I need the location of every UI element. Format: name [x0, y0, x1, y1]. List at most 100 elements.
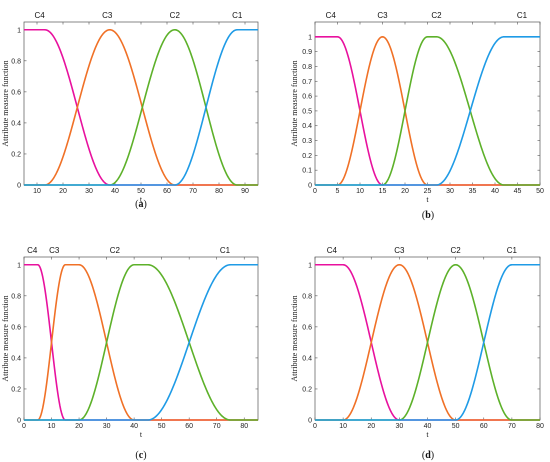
- chart-panel-4: 0 10 20 30 40 50 60 70 80 0 0.2 0.4 0.6 0.8 1 t Attribut…: [290, 246, 544, 461]
- y-tick-label: 0.2: [11, 386, 21, 393]
- panel-caption: (d): [422, 450, 434, 461]
- y-tick-label: 0: [17, 418, 21, 425]
- y-tick-label: 0.2: [302, 386, 312, 393]
- x-tick-label: 50: [158, 423, 166, 430]
- chart-panel-2: 0 5 10 15 20 25 30 35 40 45 50 0 0.1 0.2 0.3 0.4 0.5 0.6 0…: [290, 11, 544, 221]
- x-tick-label: 80: [536, 423, 544, 430]
- panel-caption: (c): [135, 450, 146, 461]
- x-tick-label: 45: [514, 188, 522, 195]
- x-tick-label: 20: [401, 188, 409, 195]
- curve-label-c3: C3: [49, 246, 60, 255]
- series-line-c3: [23, 28, 259, 186]
- x-axis-label: t: [426, 195, 429, 204]
- x-tick-label: 80: [215, 188, 223, 195]
- x-tick-label: 30: [85, 188, 93, 195]
- x-tick-label: 70: [508, 423, 516, 430]
- curve-label-c1: C1: [517, 11, 528, 20]
- x-tick-label: 30: [395, 423, 403, 430]
- curve-label-c3: C3: [102, 11, 113, 20]
- series-line-c1: [314, 263, 541, 421]
- x-tick-label: 40: [491, 188, 499, 195]
- x-tick-label: 5: [336, 188, 340, 195]
- x-tick-label: 60: [163, 188, 171, 195]
- x-axis-label: t: [140, 195, 143, 204]
- y-tick-label: 0.9: [302, 49, 312, 56]
- x-tick-label: 50: [536, 188, 544, 195]
- curve-label-c4: C4: [27, 246, 38, 255]
- y-tick-label: 0.6: [11, 324, 21, 331]
- x-axis-label: t: [140, 430, 143, 439]
- y-axis-label: Attribute measure function: [1, 295, 10, 381]
- y-tick-label: 0.8: [11, 58, 21, 65]
- y-tick-label: 1: [17, 262, 21, 269]
- curve-label-c2: C2: [451, 246, 462, 255]
- x-tick-label: 25: [424, 188, 432, 195]
- x-tick-label: 90: [241, 188, 249, 195]
- curve-label-c2: C2: [110, 246, 121, 255]
- chart-panel-3: 0 10 20 30 40 50 60 70 80 0 0.2 0.4 0.6 0.8 1 t Attribut…: [1, 246, 259, 461]
- y-axis-label: Attribute measure function: [1, 60, 10, 146]
- x-tick-label: 70: [213, 423, 221, 430]
- y-tick-label: 0.6: [11, 89, 21, 96]
- x-tick-label: 40: [424, 423, 432, 430]
- y-tick-label: 0.8: [11, 293, 21, 300]
- series-line-c1: [23, 28, 259, 186]
- x-tick-label: 35: [469, 188, 477, 195]
- curve-label-c2: C2: [170, 11, 181, 20]
- y-tick-label: 0.2: [302, 153, 312, 160]
- panel-caption: (b): [422, 210, 434, 221]
- y-tick-label: 0.7: [302, 79, 312, 86]
- x-tick-label: 0: [313, 423, 317, 430]
- x-tick-label: 10: [33, 188, 41, 195]
- series-line-c2: [314, 263, 541, 421]
- y-tick-label: 0.6: [302, 94, 312, 101]
- x-tick-label: 0: [22, 423, 26, 430]
- x-tick-label: 30: [103, 423, 111, 430]
- curve-label-c1: C1: [232, 11, 243, 20]
- y-tick-label: 0.5: [302, 108, 312, 115]
- x-tick-label: 15: [379, 188, 387, 195]
- y-tick-label: 1: [308, 34, 312, 41]
- x-tick-label: 60: [185, 423, 193, 430]
- y-tick-label: 0: [308, 183, 312, 190]
- y-tick-label: 0.4: [11, 355, 21, 362]
- y-tick-label: 1: [17, 27, 21, 34]
- x-tick-label: 80: [240, 423, 248, 430]
- y-axis-label: Attribute measure function: [290, 60, 299, 146]
- y-tick-label: 0: [17, 183, 21, 190]
- curve-label-c1: C1: [220, 246, 231, 255]
- x-tick-label: 40: [111, 188, 119, 195]
- y-tick-label: 0.1: [302, 168, 312, 175]
- plot-frame: [314, 256, 541, 421]
- series-line-c1: [314, 36, 541, 186]
- curve-label-c3: C3: [377, 11, 388, 20]
- y-tick-label: 0.2: [11, 151, 21, 158]
- curve-label-c4: C4: [326, 11, 337, 20]
- series-line-c4: [23, 28, 259, 186]
- x-tick-label: 50: [452, 423, 460, 430]
- x-tick-label: 0: [313, 188, 317, 195]
- y-tick-label: 1: [308, 262, 312, 269]
- x-tick-label: 10: [356, 188, 364, 195]
- y-tick-label: 0.4: [302, 123, 312, 130]
- y-tick-label: 0.4: [302, 355, 312, 362]
- series-line-c1: [23, 263, 259, 421]
- x-tick-label: 30: [446, 188, 454, 195]
- curve-label-c4: C4: [34, 11, 45, 20]
- x-tick-label: 20: [59, 188, 67, 195]
- y-tick-label: 0.3: [302, 138, 312, 145]
- x-tick-label: 10: [339, 423, 347, 430]
- x-tick-label: 40: [130, 423, 138, 430]
- y-axis-label: Attribute measure function: [290, 295, 299, 381]
- y-tick-label: 0.8: [302, 64, 312, 71]
- curve-label-c4: C4: [327, 246, 338, 255]
- x-tick-label: 70: [189, 188, 197, 195]
- chart-panel-1: 10 20 30 40 50 60 70 80 90 0 0.2 0.4 0.6 0.8 1 t Attribu…: [1, 11, 259, 210]
- x-tick-label: 10: [48, 423, 56, 430]
- curve-label-c1: C1: [507, 246, 518, 255]
- x-tick-label: 60: [480, 423, 488, 430]
- y-tick-label: 0.8: [302, 293, 312, 300]
- y-tick-label: 0: [308, 418, 312, 425]
- x-tick-label: 20: [367, 423, 375, 430]
